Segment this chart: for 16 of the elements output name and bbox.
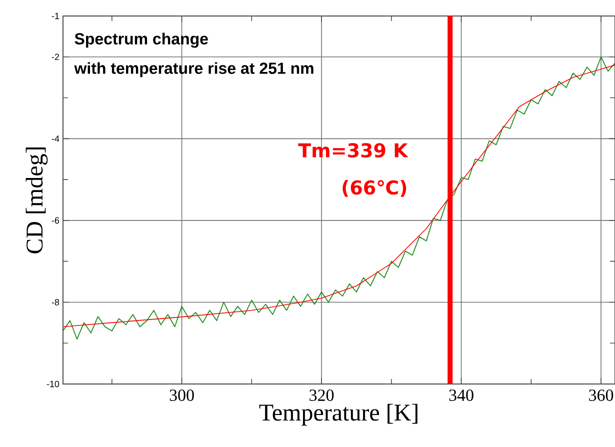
y-tick-label: -4 [52,136,60,142]
y-axis-title: CD [mdeg] [26,147,48,254]
annotation: with temperature rise at 251 nm [74,62,314,78]
x-tick-label: 320 [310,390,334,401]
y-tick-label: -2 [52,54,60,60]
annotation: (66℃) [342,180,406,197]
annotation: Tm=339 K [298,143,408,158]
y-tick-label: -10 [46,380,60,388]
y-tick-label: -8 [52,299,60,306]
annotation: Spectrum change [74,32,208,48]
y-tick-label: -6 [52,217,60,224]
y-tick-label: -1 [52,12,60,20]
x-tick-label: 360 [589,390,614,401]
x-axis-title: Temperature [K] [259,404,418,426]
x-tick-label: 340 [449,390,474,401]
x-tick-label: 300 [170,390,194,401]
